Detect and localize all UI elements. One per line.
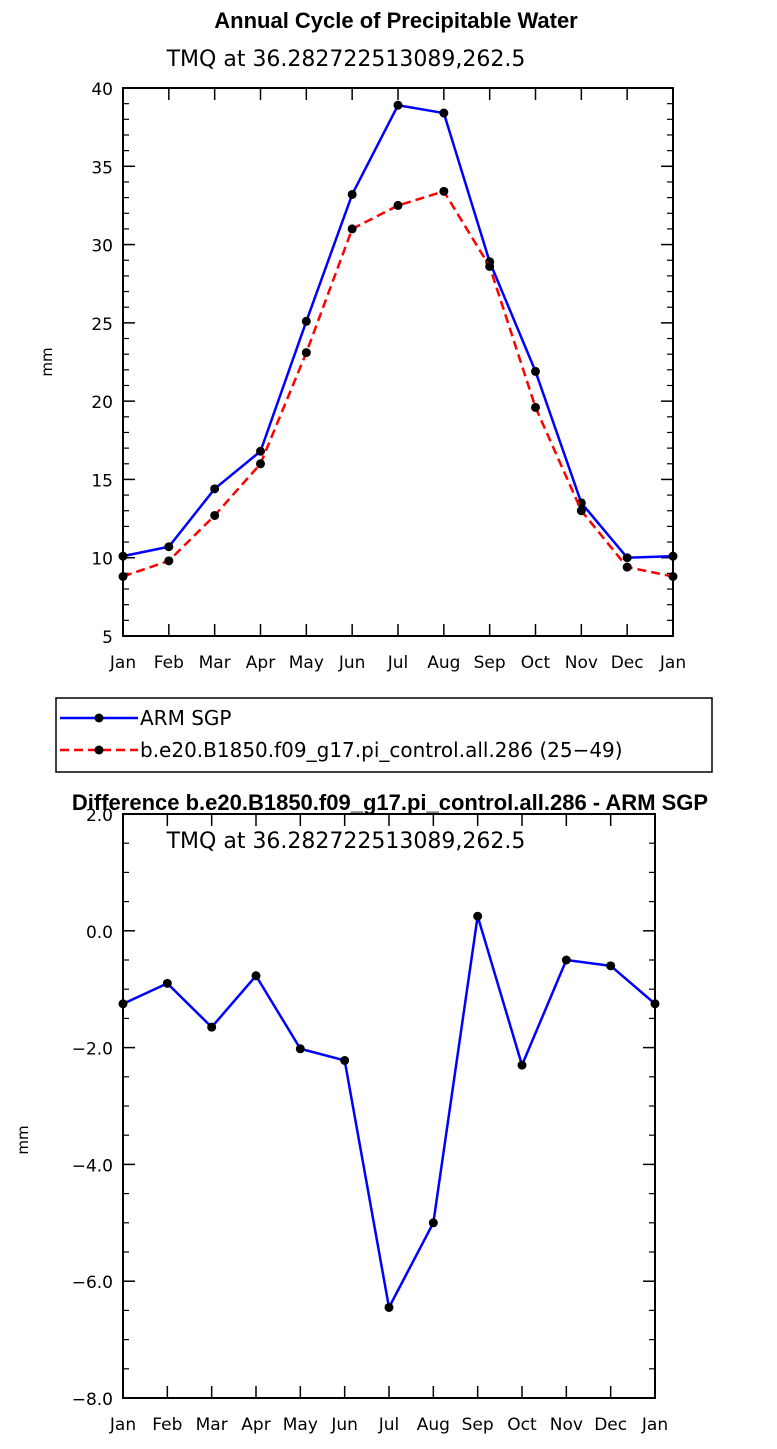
bottom-chart-series-0-point (251, 971, 261, 981)
bottom-chart-series-0-point (118, 999, 128, 1009)
top-chart-series-1-point (118, 572, 128, 582)
bottom-chart-x-tick-label: Jul (378, 1415, 400, 1435)
bottom-chart-series-0-point (162, 978, 172, 988)
top-chart-x-tick-label: Jul (387, 653, 409, 673)
top-chart-x-tick-label: Jun (338, 653, 366, 673)
top-chart-frame (122, 87, 674, 637)
legend-label-arm-sgp: ARM SGP (140, 706, 231, 730)
top-chart-x-tick-label: Nov (565, 653, 598, 673)
top-chart-series-0-point (256, 446, 265, 456)
bottom-chart-x-tick-label: Sep (462, 1415, 494, 1435)
top-chart-y-tick-label: 30 (91, 237, 113, 257)
top-chart-y-tick-label: 40 (91, 80, 113, 100)
top-chart-series-0-point (210, 484, 220, 494)
top-chart-series-1-point (347, 224, 357, 234)
top-chart-series-0-point (439, 108, 449, 118)
bottom-chart-series-0-point (650, 999, 660, 1009)
legend-marker-arm-sgp (94, 713, 104, 723)
top-chart-y-tick-label: 25 (91, 315, 113, 335)
bottom-chart-x-tick-label: Nov (550, 1415, 583, 1435)
bottom-chart-x-tick-label: Apr (241, 1415, 270, 1435)
top-chart-x-tick-label: Dec (611, 653, 644, 673)
top-chart-series-0-point (301, 316, 311, 326)
bottom-chart-y-tick-label: −8.0 (72, 1390, 113, 1410)
bottom-chart-y-tick-label: 0.0 (86, 923, 113, 943)
bottom-y-axis-label: mm (14, 1125, 32, 1154)
top-chart-x-tick-label: Sep (474, 653, 506, 673)
top-chart-series-1-point (439, 186, 449, 196)
top-chart-series-1-point (256, 459, 265, 469)
bottom-chart-y-tick-label: −4.0 (72, 1156, 113, 1176)
top-chart-x-tick-label: May (289, 653, 324, 673)
legend-box (55, 697, 713, 773)
top-chart-series-0-point (164, 542, 174, 552)
top-chart-y-tick-label: 15 (91, 471, 113, 491)
top-chart-x-tick-label: Apr (246, 653, 275, 673)
top-chart-x-tick-label: Mar (199, 653, 231, 673)
top-chart-series-1-point (393, 200, 403, 210)
bottom-chart-series-0-point (517, 1060, 527, 1070)
top-y-axis-label: mm (38, 347, 56, 376)
top-chart-series-1-point (531, 402, 540, 412)
bottom-chart-x-tick-label: Jun (330, 1415, 358, 1435)
top-chart-series-1-point (622, 562, 632, 572)
bottom-chart-x-tick-label: Feb (152, 1415, 182, 1435)
bottom-chart-x-tick-label: Aug (417, 1415, 450, 1435)
legend-marker-model (94, 745, 104, 755)
bottom-chart-x-tick-label: May (283, 1415, 318, 1435)
bottom-chart-x-tick-label: Mar (196, 1415, 228, 1435)
top-chart-x-tick-label: Jan (659, 653, 686, 673)
bottom-chart-series-0-point (295, 1044, 305, 1054)
bottom-chart-title: Difference b.e20.B1850.f09_g17.pi_contro… (72, 790, 708, 815)
bottom-chart-subtitle: TMQ at 36.282722513089,262.5 (166, 829, 526, 854)
top-chart-x-tick-label: Oct (521, 653, 551, 673)
top-chart-series-0-point (118, 551, 128, 561)
top-chart-x-tick-label: Feb (154, 653, 184, 673)
bottom-chart-series-0-point (473, 911, 483, 921)
top-chart-y-tick-label: 35 (91, 158, 113, 178)
bottom-chart-y-tick-label: −2.0 (72, 1040, 113, 1060)
top-chart-series-line-0 (122, 103, 674, 559)
legend-label-model: b.e20.B1850.f09_g17.pi_control.all.286 (… (140, 738, 623, 762)
bottom-chart-y-tick-label: −6.0 (72, 1273, 113, 1293)
top-chart-series-1-point (301, 348, 311, 358)
top-chart-series-0-point (347, 189, 357, 199)
top-chart-subtitle: TMQ at 36.282722513089,262.5 (166, 47, 526, 72)
top-chart-title: Annual Cycle of Precipitable Water (214, 8, 578, 33)
top-chart-series-1-point (668, 572, 678, 582)
top-chart-x-tick-label: Aug (427, 653, 460, 673)
top-chart-series-0-point (622, 553, 632, 563)
bottom-chart-series-0-point (384, 1302, 394, 1312)
bottom-chart-y-tick-label: 2.0 (86, 806, 113, 826)
top-chart-y-tick-label: 5 (102, 628, 113, 648)
bottom-chart-series-0-point (340, 1055, 350, 1065)
top-chart-x-tick-label: Jan (109, 653, 136, 673)
bottom-plot-area: Jan Feb Mar Apr May Jun Jul Aug Sep Oct Nov Dec Jan −… (72, 806, 668, 1435)
top-chart-series-1-point (576, 506, 586, 516)
bottom-chart-series-line-0 (122, 914, 656, 1309)
top-chart-series-0-point (393, 100, 403, 110)
top-chart-series-0-point (531, 366, 540, 376)
top-chart-series-line-1 (122, 190, 674, 578)
top-chart-series-0-point (668, 551, 678, 561)
bottom-chart-series-0-point (606, 961, 616, 971)
bottom-chart-series-0-point (207, 1022, 217, 1032)
top-chart-y-tick-label: 20 (91, 393, 113, 413)
bottom-chart-series-0-point (428, 1218, 438, 1228)
bottom-chart-x-tick-label: Oct (507, 1415, 537, 1435)
top-chart-y-tick-label: 10 (91, 550, 113, 570)
bottom-chart-x-tick-label: Jan (109, 1415, 136, 1435)
top-chart-series-1-point (210, 510, 220, 520)
bottom-chart-x-tick-label: Jan (641, 1415, 668, 1435)
bottom-chart-x-tick-label: Dec (594, 1415, 627, 1435)
bottom-chart-series-0-point (561, 955, 571, 965)
legend: ARM SGP b.e20.B1850.f09_g17.pi_control.a… (55, 697, 713, 773)
top-chart-series-1-point (485, 261, 495, 271)
top-chart-series-1-point (164, 556, 174, 566)
top-plot-area: Jan Feb Mar Apr May Jun Jul Aug Sep Oct Nov Dec Jan 5… (91, 80, 686, 673)
